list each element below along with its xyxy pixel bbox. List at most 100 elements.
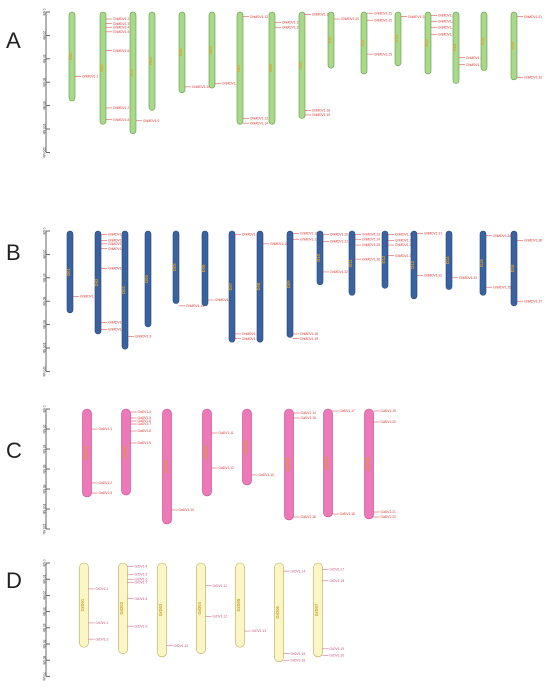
chromosome-bar — [348, 230, 356, 296]
gene-label: GaDV1.19 — [381, 409, 397, 413]
chromosome-bar — [381, 230, 389, 289]
gene-label: GhMDV1.2 — [113, 17, 129, 21]
chromosome-name: GaA06 — [285, 457, 290, 471]
gene-label: GaDV1.12 — [219, 466, 235, 470]
axis-tick-label: 80 Mb — [42, 485, 46, 494]
chromosome-name: A09 — [298, 61, 303, 69]
chromosome-bar — [316, 230, 324, 286]
chromosome-bar — [298, 11, 306, 119]
chromosome-bar — [118, 562, 128, 655]
chromosome-bar — [208, 11, 216, 89]
chromosome-bar — [202, 408, 212, 497]
chromosome-name: A14 — [452, 43, 457, 51]
chromosome-name: D13 — [410, 260, 415, 268]
gene-label: GrDV1.18 — [330, 579, 345, 583]
gene-label: GhMDV1.2 — [108, 233, 124, 237]
chromosome-name: GrD03 — [158, 603, 163, 616]
gene-label: GaDV1.4 — [138, 410, 152, 414]
chromosome-name: D02 — [94, 278, 99, 286]
gene-label: GhMDV1.18 — [300, 332, 318, 336]
chromosome-gaa03: GaA03 GaDV1.10 — [162, 408, 195, 525]
chromosome-name: A04 — [148, 57, 153, 65]
gene-label: GhMDV1.5 — [113, 30, 129, 34]
gene-label: GrDV1.8 — [135, 597, 148, 601]
gene-label: GhMDV1.1 — [80, 295, 96, 299]
gene-label: GaDV1.10 — [179, 508, 195, 512]
chromosome-bar — [157, 562, 167, 658]
gene-label: GaDV1.20 — [381, 420, 397, 424]
chromosome-name: D14 — [445, 256, 450, 264]
axis-tick-label: 60 Mb — [42, 297, 46, 306]
axis-tick-label: 0 Mb — [42, 8, 46, 15]
gene-label: GhMDV1.22 — [330, 270, 348, 274]
chromosome-grd06: GrD06 GrDV1.14 GrDV1.15 GrDV1.16 — [274, 562, 306, 662]
gene-label: GhMDV1.36 — [524, 239, 542, 243]
chromosome-name: GaA05 — [243, 440, 248, 454]
chromosome-bar — [66, 230, 74, 314]
chromosome-bar — [510, 230, 518, 307]
chromosome-bar — [172, 230, 180, 304]
chromosome-d13: D13 GhMDV1.31 GhMDV1.32 — [410, 230, 442, 300]
chromosome-name: A06 — [208, 46, 213, 54]
chromosome-bar — [144, 230, 152, 328]
gene-label: GhMDV1.24 — [408, 15, 426, 19]
gene-label: GrDV1.9 — [135, 624, 148, 628]
chromosome-a05: A05 GhMDV1.10 — [178, 11, 210, 94]
chromosome-name: D05 — [172, 263, 177, 271]
chromosome-bar — [68, 11, 76, 102]
gene-label: GrDV1.5 — [135, 573, 148, 577]
chromosome-name: D07 — [228, 282, 233, 290]
gene-label: GhMDV1.35 — [493, 285, 511, 289]
gene-label: GhMDV1.23 — [374, 52, 392, 56]
chromosome-a10: A10 GhMDV1.20 — [327, 11, 359, 69]
gene-label: GrDV1.7 — [135, 581, 148, 585]
gene-label: GhMDV1.29 — [466, 56, 484, 60]
gene-label: GhMDV1.14 — [242, 337, 260, 341]
axis-tick-label: 40 Mb — [42, 54, 46, 63]
chromosome-bar — [424, 11, 432, 75]
gene-label: GhMDV1.25 — [362, 243, 380, 247]
gene-label: GaDV1.3 — [99, 491, 113, 495]
gene-label: GhMDV1.32 — [524, 76, 542, 80]
chromosome-gaa07: GaA07 GaDV1.17 GaDV1.18 — [323, 408, 355, 518]
gene-label: GhMDV1.25 — [438, 14, 456, 18]
chromosome-d08: D08 GhMDV1.15 — [256, 230, 288, 343]
axis-tick-label: 100 Mb — [42, 124, 46, 135]
chromosome-gaa05: GaA05 GaDV1.13 — [242, 408, 275, 486]
chromosome-bar — [313, 562, 323, 658]
chromosome-bar — [410, 230, 418, 300]
panel-letter-b: B — [6, 240, 21, 265]
chromosome-d04: D04 — [144, 230, 152, 328]
chromosome-name: A05 — [178, 48, 183, 56]
axis-tick-label: 60 Mb — [42, 78, 46, 87]
chromosome-bar — [99, 11, 107, 125]
gene-label: GhMDV1.16 — [300, 232, 318, 236]
chromosome-name: A11 — [360, 39, 365, 47]
gene-label: GhMDV1.13 — [242, 332, 260, 336]
axis-tick-label: 0 Mb — [42, 405, 46, 412]
gene-label: GhMDV1.34 — [493, 234, 511, 238]
panel-letter-a: A — [6, 28, 21, 53]
gene-label: GhMDV1.32 — [424, 274, 442, 278]
chromosome-bar — [268, 11, 276, 125]
axis-tick-label: 0 Mb — [42, 559, 46, 566]
gene-label: GhMDV1.14 — [250, 121, 268, 125]
gene-label: GaDV1.22 — [381, 515, 397, 519]
gene-label: GhMDV1.7 — [113, 106, 129, 110]
gene-label: GhMDV1.27 — [438, 25, 456, 29]
gene-label: GrDV1.16 — [291, 658, 306, 662]
chromosome-name: A13 — [424, 38, 429, 46]
gene-label: GhMDV1.11 — [215, 298, 233, 302]
chromosome-name: A02 — [99, 64, 104, 72]
axis-tick-label: 60 Mb — [42, 465, 46, 474]
gene-label: GhMDV1.8 — [108, 327, 124, 331]
chromosome-name: GrD02 — [119, 601, 124, 614]
gene-label: GaDV1.13 — [259, 473, 275, 477]
chromosome-name: GrD07 — [314, 603, 319, 616]
gene-label: GhMDV1.3 — [113, 22, 129, 26]
